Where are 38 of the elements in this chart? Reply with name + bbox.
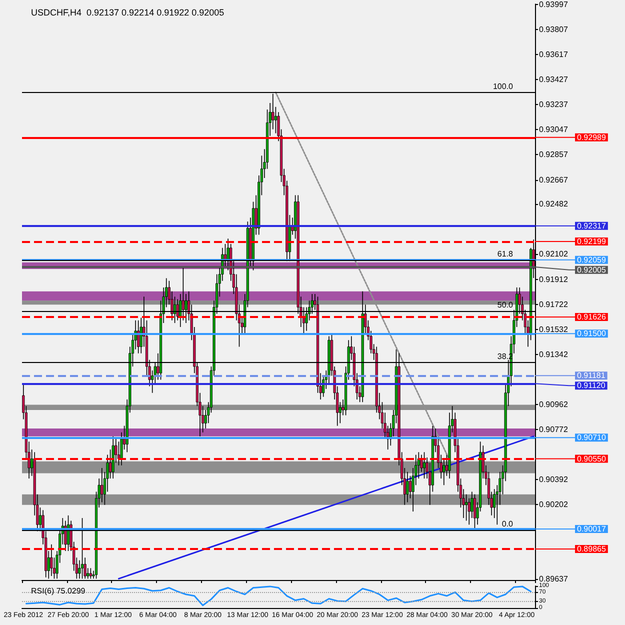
ref-line-label: 0.92317 (577, 221, 606, 230)
ref-line-label: 0.90550 (577, 454, 606, 464)
chart-title: RSI(6) 75.0299 (31, 586, 86, 596)
y-tick-label: 0.91342 (539, 350, 568, 359)
ref-line-label: 0.92199 (577, 236, 606, 246)
y-tick-label: 0.93997 (539, 0, 568, 9)
y-tick-label: 0.91722 (539, 300, 568, 309)
annotation: 0.0 (502, 519, 514, 528)
y-tick-label: 0.90202 (539, 500, 568, 510)
y-tick-label: 0.93617 (539, 50, 568, 60)
ref-line-label: 0.89865 (577, 544, 606, 554)
ref-line-label: 0.91181 (577, 371, 606, 380)
ref-line-label: 0.92989 (577, 132, 606, 142)
y-tick-label: 0.92482 (539, 200, 568, 209)
annotation: 50.0 (497, 300, 514, 310)
annotation: 61.8 (497, 249, 514, 258)
ref-line-label: 0.92005 (577, 265, 606, 274)
y-tick-label: 0.91912 (539, 274, 568, 284)
chart-title: USDCHF,H4 0.92137 0.92214 0.91922 0.92005 (31, 8, 224, 18)
y-tick-label: 0.93427 (539, 75, 568, 84)
y-tick-label: 0.93047 (539, 125, 568, 134)
annotation: 100.0 (492, 82, 514, 91)
ref-line-label: 0.90017 (577, 524, 606, 534)
y-tick-label: 0.93807 (539, 25, 568, 34)
y-tick-label: 0.93237 (539, 100, 568, 110)
ref-line-label: 0.91120 (577, 381, 606, 390)
y-tick-label: 0.90392 (539, 475, 568, 484)
y-tick-label: 0.91532 (539, 324, 568, 334)
y-tick-label: 0.89637 (539, 574, 568, 584)
y-tick-label: 0.92102 (539, 250, 568, 259)
ref-line-label: 0.91500 (577, 329, 606, 338)
ref-line-label: 0.92059 (577, 255, 606, 264)
y-tick-label: 0.92667 (539, 175, 568, 184)
y-tick-label: 0.90962 (539, 400, 568, 409)
ref-line-label: 0.90710 (577, 433, 606, 442)
y-tick-label: 0.92857 (539, 150, 568, 160)
y-tick-label: 0.90772 (539, 425, 568, 434)
ref-line-label: 0.91626 (577, 312, 606, 322)
